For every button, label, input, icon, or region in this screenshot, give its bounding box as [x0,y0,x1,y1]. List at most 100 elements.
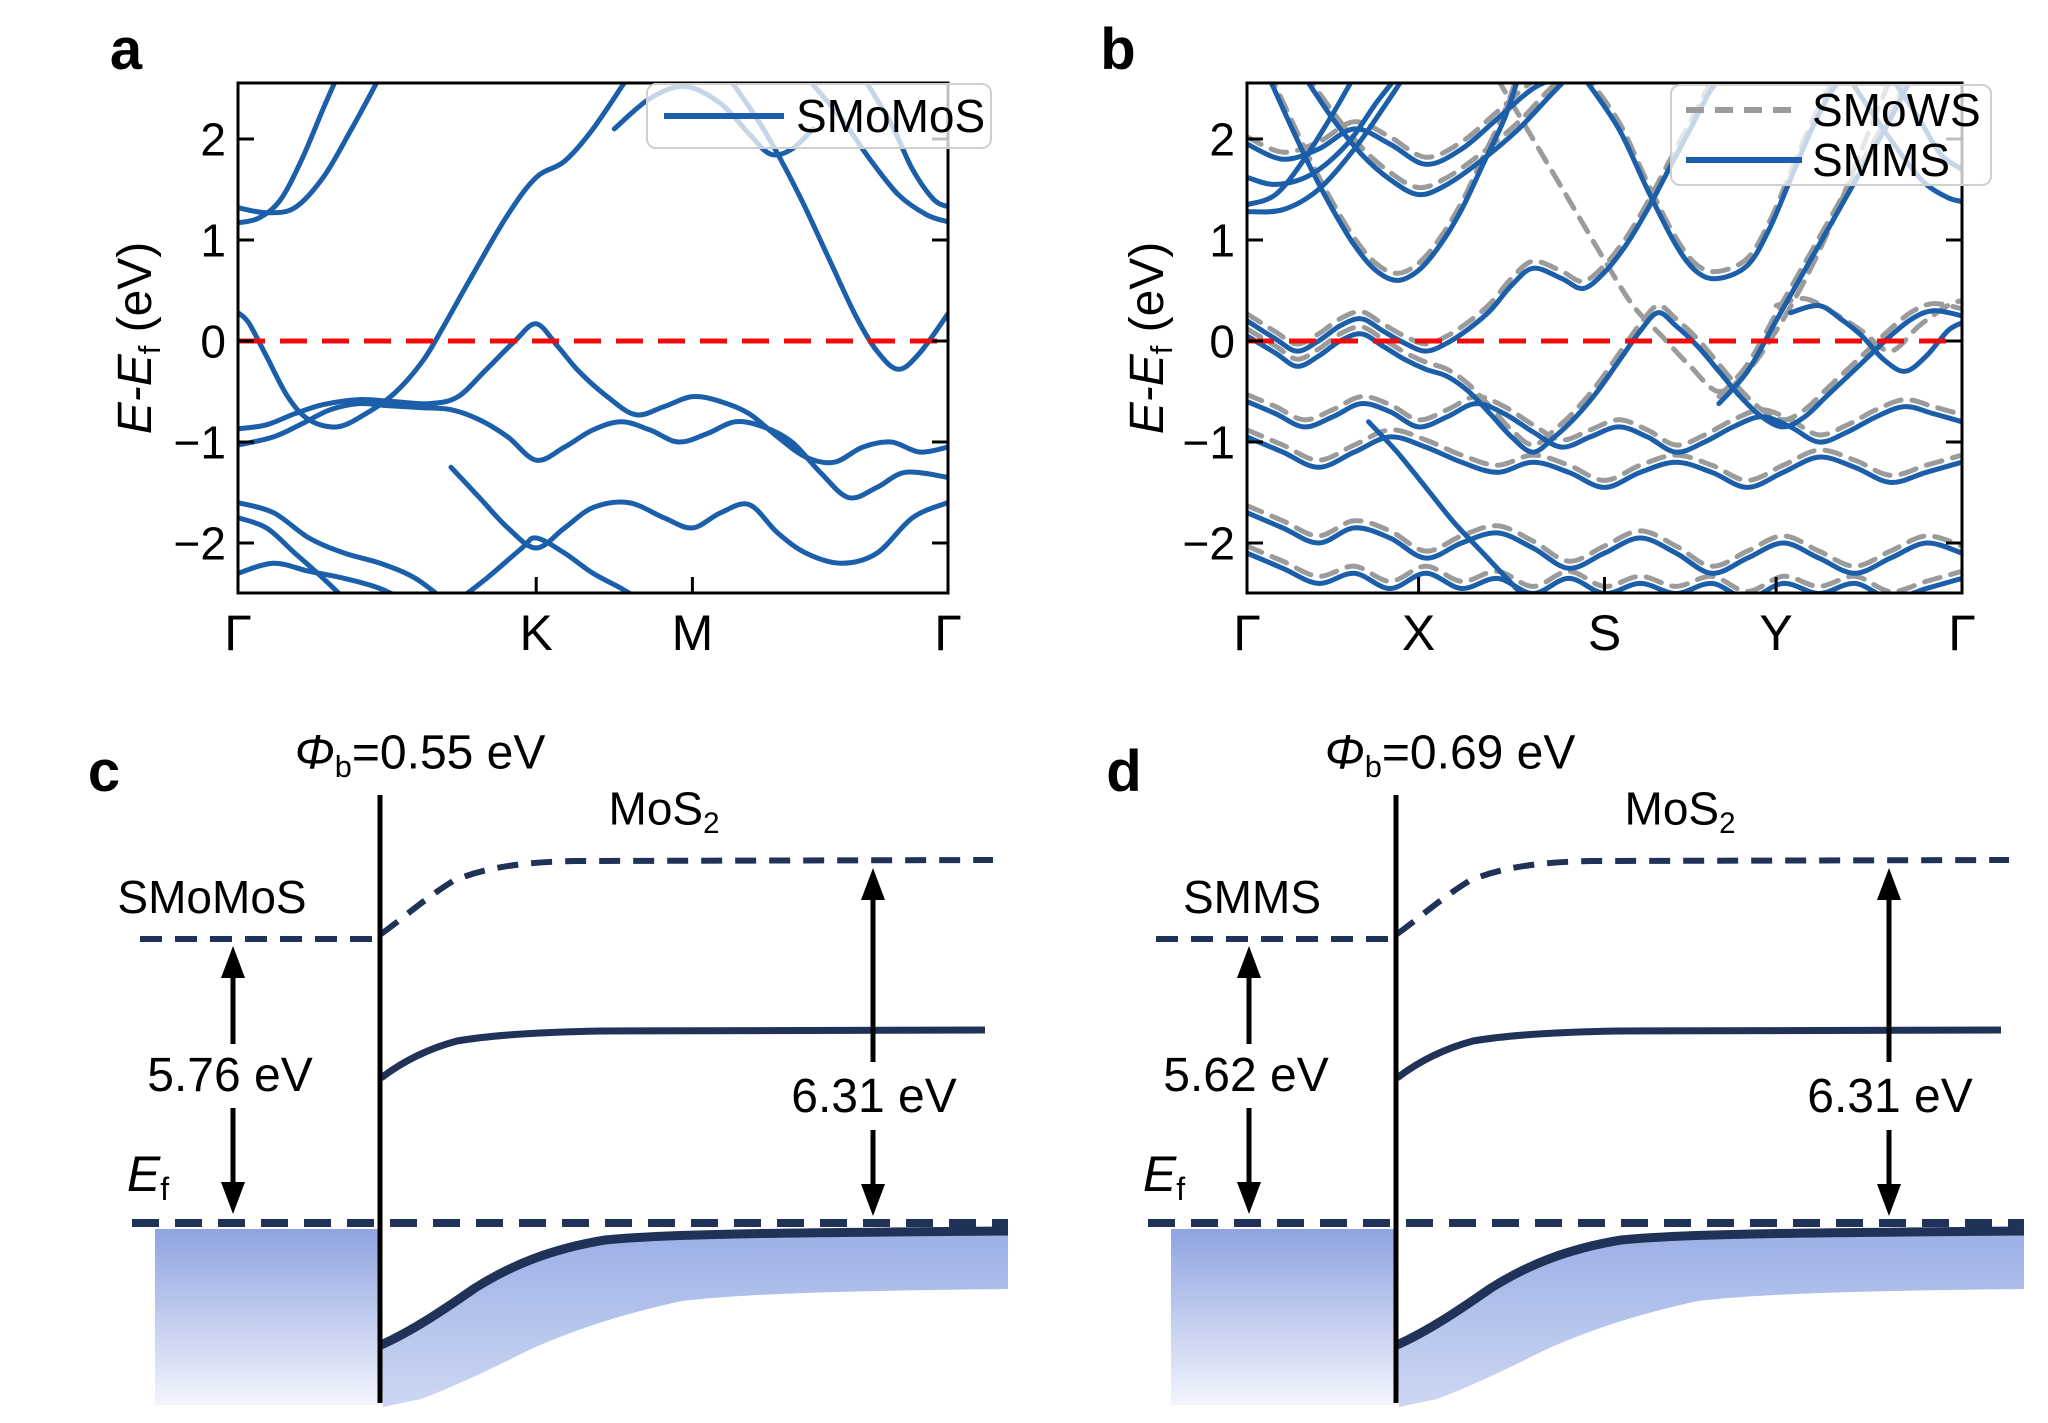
band-curve-b-smms-15 [1268,83,1520,283]
band-curve-a-smomos-4 [238,400,948,501]
x-tick-label: Y [1759,605,1792,661]
arrow-head [1237,946,1261,978]
band-curve-a-smomos-3 [238,321,948,466]
x-tick-label: Γ [934,605,962,661]
band-curve-b-smows-1 [1309,83,1560,191]
band-curve-a-smomos-0 [238,83,338,226]
panel-b-y-axis-label: E-Ef (eV) [1120,242,1180,435]
band-curve-b-smms-12 [1247,510,1962,576]
band-curve-b-smms-8 [1247,308,1962,455]
band-curve-b-smms-1 [1247,83,1403,215]
arrow-head [1877,1184,1901,1216]
band-curve-a-smomos-8 [238,560,397,593]
x-tick-label: Γ [1233,605,1261,661]
y-tick-label: 0 [200,316,226,368]
legend-line-solid-blue [1686,157,1802,164]
x-tick-label: X [1402,605,1435,661]
phi-subscript: b [334,748,352,784]
band-curve-b-smows-4 [1247,83,1714,347]
panel-c-right-material-label: MoS2 [609,786,720,839]
band-curve-b-smms-3 [1247,83,1551,167]
x-tick-label: Γ [224,605,252,661]
panel-letter-b: b [1100,17,1136,82]
fermi-symbol: E [126,1146,161,1203]
arrow-head [221,1182,245,1214]
arrow-head [1237,1182,1261,1214]
band-curve-a-smomos-7 [238,515,343,593]
y-label-symbol: E-E [109,354,163,435]
band-curve-b-smms-10 [1247,399,1962,455]
y-label-subscript: f [1143,345,1179,355]
y-label-units: (eV) [1121,241,1175,346]
band-curve-b-smms-9 [1787,303,1962,374]
barrier-value: =0.55 eV [351,726,546,780]
x-tick-label: Γ [1948,605,1976,661]
arrow-head [221,946,245,978]
y-tick-label: 2 [200,114,226,166]
phi-symbol: Φ [294,726,335,780]
band-curve-b-smms-2 [1247,83,1396,187]
band-curve-b-smms-14 [1366,419,1525,593]
panel-d-left-gap-value: 5.62 eV [1163,1049,1329,1102]
panel-letter-a: a [109,17,143,82]
vacuum-level-right-dashed [1395,857,2010,937]
arrow-head [861,1184,885,1216]
material-name: MoS [608,782,704,835]
panel-c-left-material-label: SMoMoS [117,871,307,923]
panel-d-left-material-label: SMMS [1183,871,1321,923]
legend-line-solid-blue [664,112,784,119]
material-subscript: 2 [703,806,720,840]
band-curve-b-smms-7 [1247,83,1721,354]
y-label-units: (eV) [109,241,163,346]
y-label-symbol: E-E [1121,354,1175,435]
panel-a-y-axis-label: E-Ef (eV) [108,242,168,435]
material-subscript: 2 [1719,806,1736,840]
band-curve-b-smms-11 [1247,434,1962,490]
y-tick-label: 1 [200,215,226,267]
valence-band-curve [379,1226,1009,1350]
vacuum-level-right-dashed [379,857,994,937]
material-name: MoS [1624,782,1720,835]
valence-band-curve [1395,1226,2025,1350]
legend-row-smomos: SMoMoS [660,92,985,140]
panel-c-fermi-label: Ef [127,1149,169,1205]
conduction-band-curve [1394,1026,2002,1081]
panel-c-barrier-title: Φb=0.55 eV [295,729,546,782]
band-curve-b-smows-6 [1247,392,1962,448]
legend-row-smms: SMMS [1684,136,1980,184]
valence-fill-right [381,1231,1008,1407]
arrow-head [1877,868,1901,900]
legend-label-smomos: SMoMoS [796,89,986,142]
band-curve-b-smows-7 [1247,427,1962,483]
panel-c-left-gap-value: 5.76 eV [147,1049,313,1102]
band-curve-a-smomos-9 [463,535,635,593]
legend-row-smows: SMoWS [1684,83,1981,136]
fermi-subscript: f [160,1170,170,1207]
legend-label-smows: SMoWS [1812,83,1981,136]
x-tick-label: S [1588,605,1621,661]
panel-letter-d: d [1106,739,1142,804]
panel-d-right-gap-value: 6.31 eV [1807,1070,1973,1123]
band-curve-b-smows-8 [1247,503,1962,569]
y-tick-label: 1 [1209,215,1235,267]
band-curve-b-smows-12 [1773,296,1962,354]
conduction-band-curve [378,1026,986,1081]
panel-a-legend: SMoMoS [646,83,992,149]
band-curve-a-smomos-6 [238,500,440,593]
y-label-subscript: f [131,345,167,355]
valence-fill-left [155,1229,378,1405]
arrow-head [861,868,885,900]
band-curve-a-smomos-2 [238,83,628,430]
panel-d-fermi-label: Ef [1143,1149,1185,1205]
panel-letter-c: c [87,739,121,804]
legend-label-smms: SMMS [1812,134,1950,186]
y-tick-label: −2 [174,518,226,570]
band-curve-b-smms-4 [1305,83,1566,198]
valence-fill-left [1171,1229,1394,1405]
valence-fill-right [1397,1231,2024,1407]
y-tick-label: −1 [174,417,226,469]
